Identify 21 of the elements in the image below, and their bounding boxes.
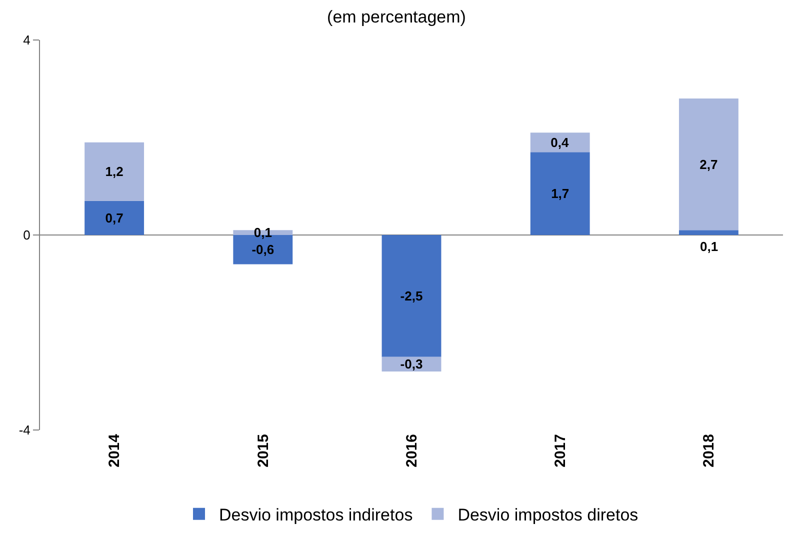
y-tick-label: 0	[23, 228, 30, 243]
x-tick-label: 2018	[700, 434, 718, 468]
data-label: 0,1	[700, 239, 718, 254]
x-tick-label: 2016	[403, 434, 420, 468]
data-label: 2,7	[700, 156, 718, 172]
data-label: -2,5	[400, 288, 423, 304]
data-label: 1,7	[551, 186, 570, 202]
chart-subtitle: (em percentagem)	[327, 8, 466, 27]
x-tick-label: 2015	[254, 434, 272, 468]
data-label: 0,7	[105, 210, 124, 226]
x-tick-label: 2014	[106, 433, 124, 468]
legend-label: Desvio impostos indiretos	[219, 505, 413, 524]
y-tick-label: -4	[18, 422, 30, 438]
legend-label: Desvio impostos diretos	[458, 505, 638, 524]
data-label: 0,1	[254, 225, 272, 240]
data-label: -0,6	[252, 242, 274, 258]
x-tick-label: 2017	[552, 434, 569, 468]
y-tick-label: 4	[23, 32, 30, 48]
data-label: -0,3	[400, 356, 423, 372]
data-label: 1,2	[105, 164, 124, 180]
data-label: 0,4	[550, 134, 570, 150]
